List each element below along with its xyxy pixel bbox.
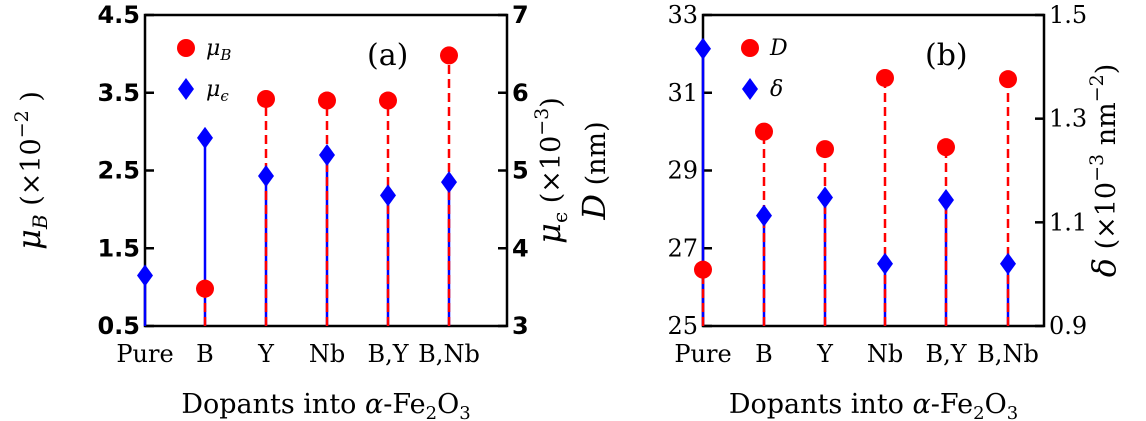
left-tick-label: 31 xyxy=(667,79,698,107)
data-point-circle xyxy=(379,91,397,110)
left-tick-label: 0.5 xyxy=(97,312,140,340)
x-tick-label: B xyxy=(196,340,214,368)
data-point-circle xyxy=(318,91,336,110)
data-point-diamond xyxy=(938,189,954,212)
x-tick-label: B xyxy=(755,340,773,368)
right-tick-label: 0.9 xyxy=(1049,312,1087,340)
chart-panel-a: 0.5 1.5 2.5 3.5 4.5 3 4 5 6 7 Pure B Y Nb B,Y B,Nb μB μϵ (… xyxy=(10,1,572,421)
x-tick-label: B,Nb xyxy=(418,340,480,368)
data-point-circle xyxy=(196,279,214,298)
left-tick-label: 29 xyxy=(667,157,698,185)
x-axis-title: Dopants into α-Fe2O3 xyxy=(729,389,1018,421)
data-point-circle xyxy=(755,122,773,141)
data-point-circle xyxy=(816,140,834,159)
panel-label: (a) xyxy=(367,38,408,73)
data-point-circle xyxy=(876,68,894,87)
data-point-circle xyxy=(999,70,1017,89)
data-point-diamond xyxy=(137,264,153,287)
right-axis-title: δ (×10−3 nm−2) xyxy=(1085,64,1123,278)
data-point-diamond xyxy=(258,164,274,187)
x-axis-title: Dopants into α-Fe2O3 xyxy=(181,389,470,421)
right-tick-label: 1.5 xyxy=(1049,1,1087,29)
data-point-diamond xyxy=(319,143,335,166)
left-tick-label: 3.5 xyxy=(97,79,140,107)
legend-label: μB xyxy=(206,36,231,64)
data-point-circle xyxy=(440,46,458,65)
left-tick-label: 1.5 xyxy=(97,234,140,262)
chart-panel-b: 25 27 29 31 33 0.9 1.1 1.3 1.5 Pure B Y Nb B,Y B,Nb Dδ (… xyxy=(575,1,1123,421)
left-axis-title: D (nm) xyxy=(575,121,613,220)
data-point-diamond xyxy=(380,184,396,207)
data-point-diamond xyxy=(441,171,457,194)
x-tick-label: B,Y xyxy=(925,340,967,368)
right-tick-label: 1.1 xyxy=(1049,208,1087,236)
data-point-diamond xyxy=(817,186,833,209)
right-tick-label: 7 xyxy=(512,1,529,29)
left-tick-label: 33 xyxy=(667,1,698,29)
legend-marker-circle xyxy=(741,39,759,57)
data-point-circle xyxy=(694,260,712,279)
right-tick-label: 3 xyxy=(512,312,529,340)
legend-label: μϵ xyxy=(206,77,229,105)
left-tick-label: 25 xyxy=(667,312,698,340)
legend-marker-circle xyxy=(177,39,195,57)
right-tick-label: 4 xyxy=(512,234,529,262)
data-point-circle xyxy=(257,89,275,108)
x-tick-label: Nb xyxy=(867,340,903,368)
data-point-diamond xyxy=(756,204,772,227)
x-tick-label: B,Y xyxy=(367,340,409,368)
legend: Dδ xyxy=(741,36,788,102)
data-point-diamond xyxy=(197,126,213,149)
x-tick-label: Y xyxy=(257,340,275,368)
right-axis-title: μϵ (×10−3) xyxy=(530,97,572,244)
right-tick-label: 5 xyxy=(512,157,529,185)
plot-frame xyxy=(701,13,1046,328)
data-point-diamond xyxy=(877,252,893,275)
left-tick-label: 27 xyxy=(667,234,698,262)
x-tick-label: Pure xyxy=(674,340,731,368)
x-tick-label: B,Nb xyxy=(977,340,1039,368)
panel-label: (b) xyxy=(925,38,968,73)
legend: μB μϵ xyxy=(177,36,231,105)
data-point-diamond xyxy=(1000,252,1016,275)
x-tick-label: Y xyxy=(816,340,834,368)
left-tick-label: 2.5 xyxy=(97,157,140,185)
left-tick-label: 4.5 xyxy=(97,1,140,29)
x-tick-label: Pure xyxy=(116,340,173,368)
legend-marker-diamond xyxy=(742,78,758,100)
legend-label: D xyxy=(769,36,788,61)
data-point-diamond xyxy=(695,37,711,60)
right-tick-label: 1.3 xyxy=(1049,105,1087,133)
data-point-circle xyxy=(937,138,955,157)
left-axis-title: μB (×10−2 ) xyxy=(10,91,52,250)
x-tick-label: Nb xyxy=(309,340,345,368)
right-tick-label: 6 xyxy=(512,79,529,107)
legend-marker-diamond xyxy=(178,78,194,100)
legend-label: δ xyxy=(770,77,783,102)
